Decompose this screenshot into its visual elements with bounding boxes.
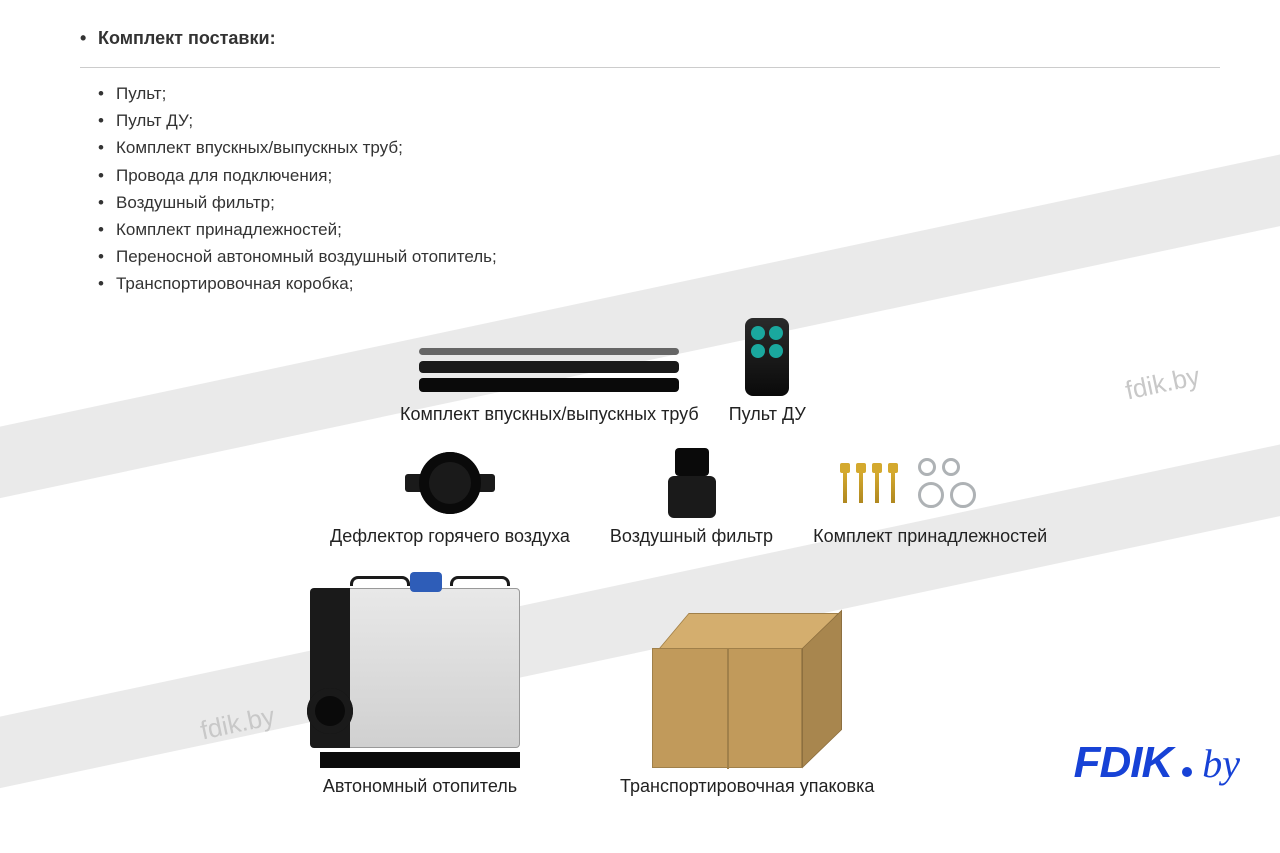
watermark-text: fdik.by — [1122, 360, 1202, 406]
list-item: Комплект впускных/выпускных труб; — [98, 134, 1220, 161]
logo-suffix-text: by — [1202, 740, 1240, 787]
brand-logo: FDIK by — [1074, 738, 1240, 788]
airfilter-item: Воздушный фильтр — [610, 448, 773, 547]
logo-dot-icon — [1182, 767, 1192, 777]
deflector-icon — [405, 448, 495, 518]
remote-item: Пульт ДУ — [729, 318, 806, 425]
remote-icon — [745, 318, 789, 396]
diagram-row-3: Автономный отопитель Транспортировочная … — [310, 568, 874, 797]
diagram-row-2: Дефлектор горячего воздуха Воздушный фил… — [330, 448, 1047, 547]
airfilter-label: Воздушный фильтр — [610, 526, 773, 547]
list-item: Пульт; — [98, 80, 1220, 107]
list-item: Провода для подключения; — [98, 162, 1220, 189]
section-title: Комплект поставки: — [80, 28, 1220, 49]
heater-icon — [310, 568, 530, 768]
deflector-item: Дефлектор горячего воздуха — [330, 448, 570, 547]
heater-item: Автономный отопитель — [310, 568, 530, 797]
heater-label: Автономный отопитель — [323, 776, 517, 797]
airfilter-icon — [668, 448, 716, 518]
pipes-icon — [419, 346, 679, 396]
divider — [80, 67, 1220, 68]
pipes-item: Комплект впускных/выпускных труб — [400, 346, 699, 425]
list-item: Пульт ДУ; — [98, 107, 1220, 134]
accessories-item: Комплект принадлежностей — [813, 448, 1047, 547]
box-icon — [652, 613, 842, 768]
product-diagram: fdik.by fdik.by Комплект впускных/выпуск… — [0, 308, 1280, 808]
section-header-list: Комплект поставки: — [80, 28, 1220, 49]
pipes-label: Комплект впускных/выпускных труб — [400, 404, 699, 425]
accessories-label: Комплект принадлежностей — [813, 526, 1047, 547]
box-item: Транспортировочная упаковка — [620, 613, 874, 797]
logo-main-text: FDIK — [1074, 738, 1173, 788]
diagram-row-1: Комплект впускных/выпускных труб Пульт Д… — [400, 318, 806, 425]
deflector-label: Дефлектор горячего воздуха — [330, 526, 570, 547]
remote-label: Пульт ДУ — [729, 404, 806, 425]
box-label: Транспортировочная упаковка — [620, 776, 874, 797]
accessories-icon — [840, 448, 1020, 518]
